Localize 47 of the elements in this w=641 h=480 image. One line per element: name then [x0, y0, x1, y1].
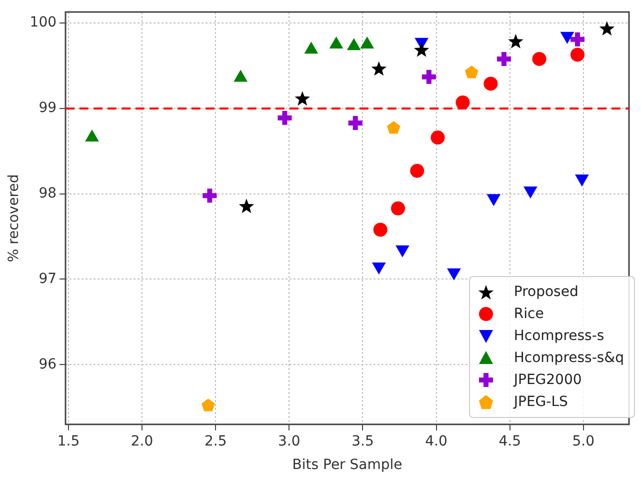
point — [430, 130, 445, 145]
x-axis-title: Bits Per Sample — [292, 457, 402, 474]
point — [360, 36, 374, 48]
legend-label: Rice — [514, 306, 544, 322]
point — [329, 36, 344, 48]
y-tick-label: 96 — [38, 356, 57, 372]
y-axis-title: % recovered — [6, 174, 22, 262]
point — [484, 76, 498, 91]
point — [532, 52, 546, 66]
x-tick-label: 2.0 — [130, 433, 154, 450]
x-tick-label: 3.0 — [278, 433, 300, 450]
point — [386, 121, 400, 134]
point — [486, 194, 501, 206]
point — [372, 262, 386, 274]
point — [396, 245, 410, 258]
x-tick-label: 1.5 — [57, 433, 80, 450]
point — [464, 66, 478, 78]
y-tick-label: 99 — [38, 100, 57, 116]
y-tick-label: 98 — [38, 186, 57, 202]
point — [234, 70, 248, 82]
legend-label: Hcompress-s — [514, 328, 604, 344]
point — [570, 48, 585, 62]
x-tick-label: 5.0 — [572, 433, 595, 450]
point — [391, 201, 406, 216]
point — [373, 222, 388, 237]
legend-label: Hcompress-s&q — [514, 350, 624, 366]
point — [456, 96, 470, 110]
legend-label: Proposed — [514, 284, 578, 300]
x-tick-label: 4.5 — [498, 433, 521, 450]
point — [508, 34, 524, 48]
legend-label: JPEG-LS — [514, 394, 568, 410]
point — [410, 164, 424, 178]
point — [446, 268, 461, 280]
x-tick-label: 3.5 — [352, 433, 374, 450]
y-tick-label: 100 — [30, 14, 57, 31]
point — [294, 91, 310, 106]
y-tick-label: 97 — [38, 270, 57, 287]
point — [414, 42, 430, 57]
point — [599, 21, 615, 36]
point — [304, 42, 318, 54]
point — [524, 186, 538, 198]
point — [371, 61, 386, 76]
legend-label: JPEG2000 — [514, 372, 582, 388]
point — [346, 38, 361, 50]
point — [574, 174, 589, 186]
x-tick-label: 4.0 — [425, 433, 448, 450]
x-tick-label: 2.5 — [204, 433, 227, 450]
